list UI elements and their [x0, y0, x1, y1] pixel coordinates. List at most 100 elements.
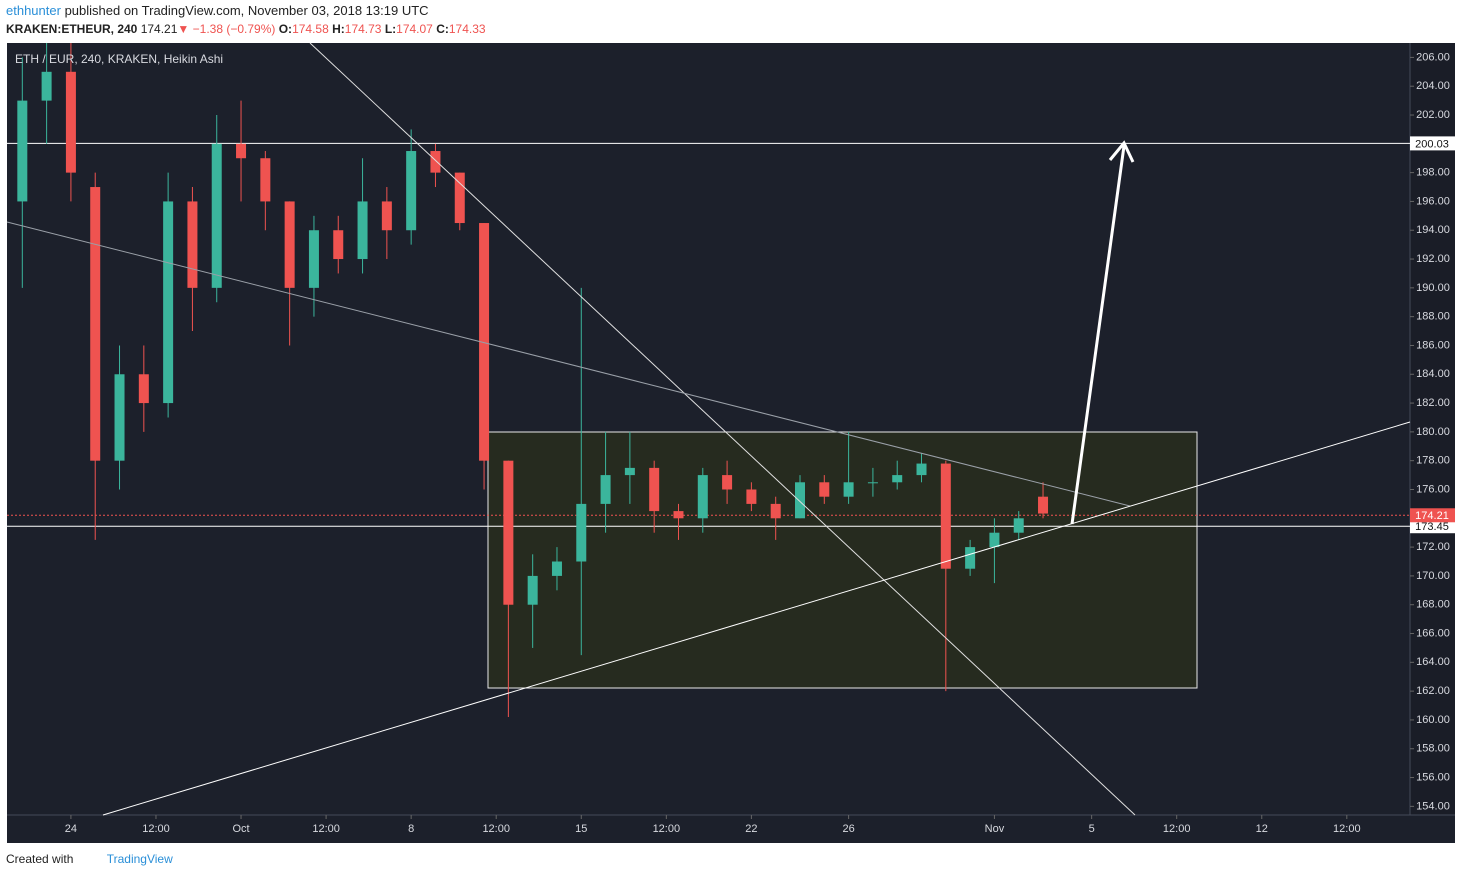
y-tick-label: 160.00 — [1416, 714, 1450, 726]
candle-body — [600, 475, 611, 504]
candle-body — [503, 460, 514, 605]
candle-body — [867, 482, 878, 484]
price-label-box — [1410, 519, 1455, 534]
trend-line — [6, 221, 1131, 507]
candle-body — [236, 143, 247, 159]
y-tick-label: 164.00 — [1416, 656, 1450, 668]
chart-bg — [7, 43, 1455, 843]
candle-body — [527, 575, 538, 605]
legend: ETH / EUR, 240, KRAKEN, Heikin Ashi — [15, 52, 223, 66]
c-label: C: — [436, 22, 449, 36]
candle-body — [333, 230, 344, 260]
candle-body — [41, 71, 52, 101]
published: published on TradingView.com, November 0… — [64, 3, 429, 18]
y-tick-label: 158.00 — [1416, 743, 1450, 755]
candle-body — [187, 201, 198, 288]
brand[interactable]: TradingView — [106, 852, 173, 866]
y-tick-label: 166.00 — [1416, 627, 1450, 639]
author[interactable]: ethhunter — [6, 3, 61, 18]
y-tick-label: 172.00 — [1416, 541, 1450, 553]
y-tick-label: 202.00 — [1416, 109, 1450, 121]
last: 174.21 — [140, 22, 178, 36]
y-tick-label: 180.00 — [1416, 426, 1450, 438]
candle-body — [114, 374, 125, 461]
candle-body — [260, 158, 271, 202]
x-tick-label: 12 — [1256, 823, 1268, 835]
candle-body — [163, 201, 174, 404]
candle-body — [551, 561, 562, 576]
x-tick-label: 12:00 — [482, 823, 510, 835]
h: 174.73 — [344, 22, 382, 36]
x-tick-label: 24 — [65, 823, 77, 835]
range-box — [487, 431, 1198, 689]
arrow — [1070, 140, 1135, 525]
x-tick-label: 12:00 — [142, 823, 170, 835]
publish-line: ethhunter published on TradingView.com, … — [6, 3, 429, 18]
arrow: ▼ — [177, 22, 190, 36]
o: 174.58 — [292, 22, 329, 36]
y-tick-label: 188.00 — [1416, 311, 1450, 323]
candle-body — [308, 230, 319, 288]
candle-body — [940, 463, 951, 569]
candle-body — [697, 475, 708, 519]
y-tick-label: 170.00 — [1416, 570, 1450, 582]
x-tick-label: 12:00 — [653, 823, 681, 835]
x-tick-label: Nov — [985, 823, 1005, 835]
y-tick-label: 162.00 — [1416, 685, 1450, 697]
candle-body — [430, 151, 441, 173]
y-tick-label: 156.00 — [1416, 771, 1450, 783]
candle-body — [138, 374, 149, 404]
candle-body — [90, 187, 101, 461]
o-label: O: — [278, 22, 293, 36]
footer: Created with TradingView — [6, 852, 173, 866]
x-tick-label: 12:00 — [312, 823, 340, 835]
y-tick-label: 192.00 — [1416, 253, 1450, 265]
x-tick-label: 5 — [1089, 823, 1095, 835]
candle-body — [746, 489, 757, 504]
x-tick-label: 15 — [575, 823, 587, 835]
candle-body — [576, 503, 587, 562]
y-tick-label: 198.00 — [1416, 167, 1450, 179]
x-tick-label: Oct — [232, 823, 249, 835]
candle-body — [892, 475, 903, 483]
x-tick-label: 22 — [745, 823, 757, 835]
candle-body — [624, 467, 635, 476]
y-tick-label: 178.00 — [1416, 455, 1450, 467]
y-tick-label: 194.00 — [1416, 224, 1450, 236]
created: Created with — [6, 852, 74, 866]
candle-body — [1013, 518, 1024, 533]
change: −1.38 (−0.79%) — [192, 22, 276, 36]
price-label-box — [1410, 508, 1455, 523]
l-label: L: — [384, 22, 397, 36]
price-label: 174.21 — [1415, 510, 1449, 522]
candle-body — [381, 201, 392, 231]
candle-body — [770, 503, 781, 519]
candle-body — [965, 547, 976, 569]
x-tick-label: 12:00 — [1333, 823, 1361, 835]
y-tick-label: 206.00 — [1416, 51, 1450, 63]
y-tick-label: 184.00 — [1416, 368, 1450, 380]
l: 174.07 — [396, 22, 433, 36]
candle-body — [357, 201, 368, 260]
candle-body — [454, 172, 465, 224]
candle-body — [673, 511, 684, 519]
quote-line: KRAKEN:ETHEUR, 240 174.21▼ −1.38 (−0.79%… — [6, 22, 486, 36]
price-label-box — [1410, 136, 1455, 151]
c: 174.33 — [448, 22, 486, 36]
candle-body — [916, 463, 927, 476]
price-axis — [1410, 43, 1455, 815]
candle-body — [284, 201, 295, 288]
price-label: 200.03 — [1415, 138, 1449, 150]
y-tick-label: 190.00 — [1416, 282, 1450, 294]
y-tick-label: 168.00 — [1416, 599, 1450, 611]
y-tick-label: 186.00 — [1416, 339, 1450, 351]
candle-body — [649, 467, 660, 512]
candle-body — [795, 482, 805, 519]
symbol: KRAKEN:ETHEUR, 240 — [6, 22, 138, 36]
y-tick-label: 196.00 — [1416, 195, 1450, 207]
x-tick-label: 26 — [842, 823, 854, 835]
candle-body — [65, 71, 76, 173]
candle-body — [479, 223, 490, 461]
